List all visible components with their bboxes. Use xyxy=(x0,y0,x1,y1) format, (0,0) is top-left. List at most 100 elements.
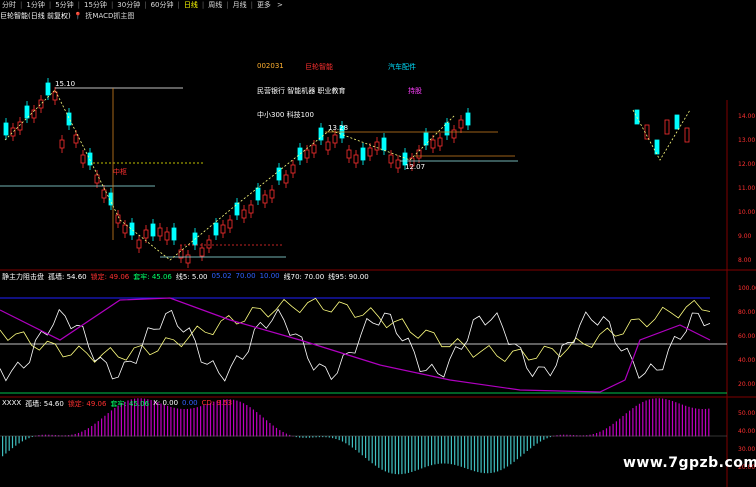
candle-body xyxy=(269,189,275,199)
indicator-value: CD: 9.53 xyxy=(201,399,233,407)
macd-bar xyxy=(236,400,238,437)
candle-body xyxy=(199,247,205,257)
macd-bar xyxy=(681,404,683,437)
sector-label: 汽车配件 xyxy=(388,63,416,71)
macd-bar xyxy=(209,402,212,437)
period-tab[interactable]: 更多 xyxy=(256,1,271,9)
candle-body xyxy=(101,189,107,199)
macd-bar xyxy=(226,399,228,437)
macd-bar xyxy=(242,403,245,437)
right-zigzag-line xyxy=(632,109,691,161)
candle-body xyxy=(24,105,30,119)
period-tab[interactable]: 1分钟 xyxy=(26,1,45,9)
more-arrow-icon[interactable]: > xyxy=(276,1,283,9)
macd-bar xyxy=(536,436,538,444)
macd-bar xyxy=(190,408,192,437)
macd-bar xyxy=(704,408,707,437)
macd-bar xyxy=(216,400,218,437)
macd-bar xyxy=(180,408,182,437)
indicator-title[interactable]: 静主力阻击盘 xyxy=(2,273,44,281)
macd-bar xyxy=(233,399,235,437)
candle-body xyxy=(3,122,9,136)
period-tab[interactable]: 60分钟 xyxy=(150,1,174,9)
macd-bar xyxy=(124,401,126,437)
macd-bar xyxy=(229,399,231,437)
macd-bar xyxy=(691,407,693,437)
macd-bar xyxy=(401,436,403,475)
indicator-name[interactable]: 抚MACD抓主图 xyxy=(85,12,135,20)
indicator-title[interactable]: XXXX xyxy=(2,399,22,407)
macd-bar xyxy=(299,436,301,438)
candle-body xyxy=(644,124,650,140)
macd-bar xyxy=(150,400,152,437)
candle-body xyxy=(31,109,37,119)
period-tab[interactable]: 月线 xyxy=(232,1,247,9)
tab-separator: | xyxy=(77,1,81,9)
macd-bar xyxy=(51,434,53,437)
indicator-value: X: 0.00 xyxy=(153,399,179,407)
macd-bar xyxy=(41,434,43,437)
period-tab[interactable]: 日线 xyxy=(183,1,198,9)
macd-bar xyxy=(355,436,357,450)
period-tab[interactable]: 30分钟 xyxy=(117,1,141,9)
macd-bar xyxy=(638,403,641,437)
macd-tick: 20.00 xyxy=(738,464,755,471)
candle-body xyxy=(206,239,212,249)
macd-bar xyxy=(414,436,416,471)
macd-bar xyxy=(447,436,449,464)
macd-bar xyxy=(506,436,509,467)
price-tick: 11.00 xyxy=(738,185,755,192)
period-tab[interactable]: 5分钟 xyxy=(55,1,74,9)
macd-bar xyxy=(137,398,139,437)
indicator-value: 线95: 90.00 xyxy=(328,273,369,281)
macd-bar xyxy=(480,436,482,473)
macd-bar xyxy=(569,434,571,437)
watermark: www.7gpzb.com xyxy=(623,455,756,471)
macd-bar xyxy=(493,436,495,473)
macd-bar xyxy=(2,436,4,457)
macd-bar xyxy=(302,436,304,438)
period-toolbar: 分时 | 1分钟 | 5分钟 | 15分钟 | 30分钟 | 60分钟 | 日线 | 周线 | 月线 | 更多 > xyxy=(0,0,430,10)
stock-code-label: 002031 xyxy=(257,62,284,70)
macd-bar xyxy=(566,434,568,437)
macd-bar xyxy=(206,403,208,437)
tab-separator: | xyxy=(250,1,253,9)
macd-bar xyxy=(322,436,324,438)
indicator-value: 孤墙: 54.60 xyxy=(25,400,64,408)
candle-body xyxy=(66,112,72,126)
macd-bar xyxy=(645,400,647,437)
macd-histogram xyxy=(2,398,710,475)
macd-bar xyxy=(332,436,334,439)
macd-bar xyxy=(368,436,370,461)
indicator-pin-icon[interactable]: 📍 xyxy=(73,12,83,20)
macd-bar xyxy=(563,434,565,437)
period-tab[interactable]: 周线 xyxy=(208,1,223,9)
candle-body xyxy=(129,222,135,236)
macd-bar xyxy=(200,406,202,437)
osc-tick: 80.00 xyxy=(738,309,755,316)
macd-bar xyxy=(450,436,452,465)
candle-body xyxy=(94,174,100,184)
period-tab[interactable]: 15分钟 xyxy=(84,1,107,9)
indicator-value: 线70: 70.00 xyxy=(283,273,325,281)
candle-body xyxy=(283,174,289,184)
macd-bar xyxy=(87,428,89,437)
right-axis: 14.00 13.00 12.00 11.00 10.00 9.00 8.00 100.00 8… xyxy=(738,113,756,471)
macd-bar xyxy=(289,434,291,437)
macd-bar xyxy=(285,433,287,437)
macd-bar xyxy=(431,436,433,466)
macd-bar xyxy=(549,436,551,438)
macd-bar xyxy=(695,408,697,437)
indicator-value: 0.00 xyxy=(182,399,198,407)
yellow-osc-line xyxy=(0,297,711,363)
macd-bar xyxy=(335,436,337,439)
macd-bar xyxy=(510,436,512,465)
period-tab[interactable]: 分时 xyxy=(2,1,16,9)
macd-tick: 30.00 xyxy=(738,446,755,453)
candle-body xyxy=(325,141,331,151)
macd-bar xyxy=(157,402,159,437)
tab-separator: | xyxy=(177,1,180,9)
macd-bar xyxy=(424,436,426,468)
candle-body xyxy=(290,164,296,174)
macd-bar xyxy=(619,418,621,437)
